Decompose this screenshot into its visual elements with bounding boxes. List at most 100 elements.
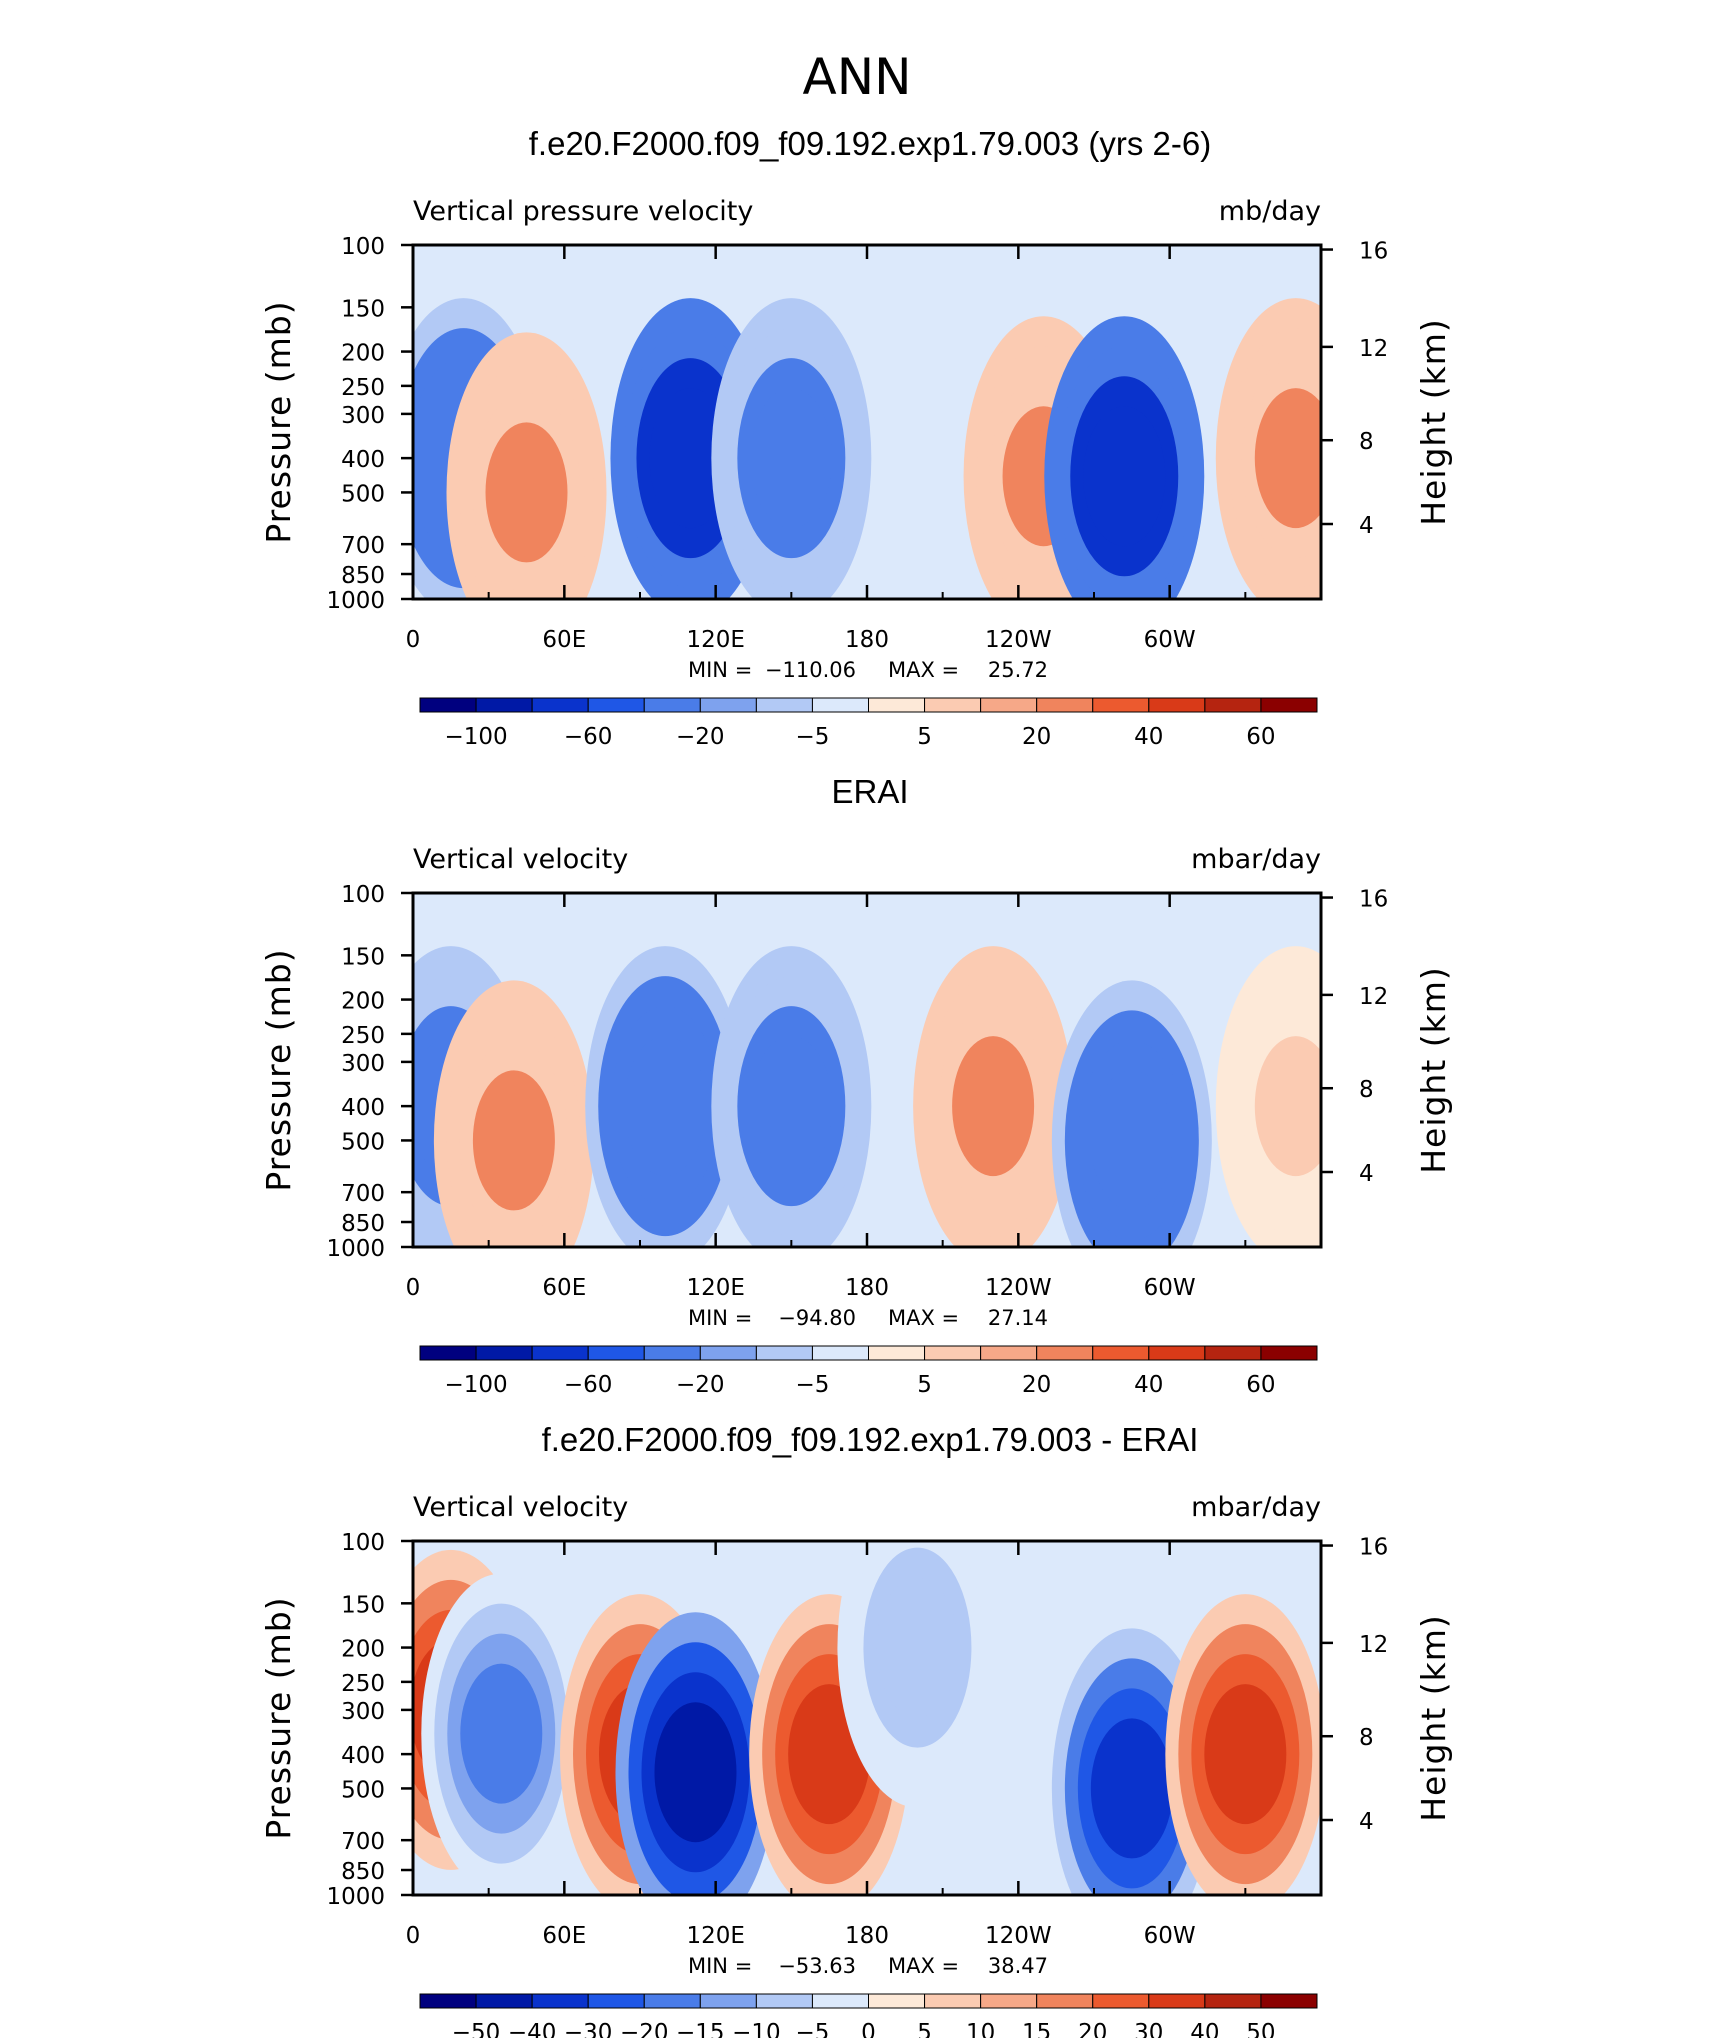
contour-field — [413, 1541, 1321, 1895]
colorbar-label: −30 — [564, 2020, 613, 2038]
colorbar-box — [980, 697, 1038, 713]
max-value: 27.14 — [988, 1306, 1048, 1330]
y-tick-label: 200 — [341, 341, 385, 367]
colorbar-box — [755, 1345, 813, 1361]
colorbar-box — [924, 697, 982, 713]
contour-field — [413, 893, 1321, 1247]
colorbar-label: −15 — [676, 2020, 725, 2038]
x-tick-label: 120W — [985, 627, 1052, 653]
max-label: MAX = — [888, 1306, 959, 1330]
x-tick-label: 0 — [406, 1923, 421, 1949]
y-tick-label: 200 — [341, 1637, 385, 1663]
colorbar-box — [531, 697, 589, 713]
y-tick-label: 150 — [341, 296, 385, 322]
min-value: −94.80 — [778, 1306, 856, 1330]
colorbar-label: −5 — [795, 2020, 829, 2038]
colorbar-box — [755, 1993, 813, 2009]
contour-feature-4-level-4 — [750, 1036, 833, 1177]
y-tick-label: 150 — [341, 1592, 385, 1618]
colorbar-label: 5 — [917, 1372, 932, 1398]
y-tick-label: 300 — [341, 1051, 385, 1077]
right-tick-label: 16 — [1359, 1535, 1388, 1561]
colorbar-label: 40 — [1190, 2020, 1219, 2038]
y-tick-label: 100 — [341, 882, 385, 908]
colorbar-label: 20 — [1022, 724, 1051, 750]
x-tick-label: 60E — [542, 1923, 586, 1949]
panel-subtitle-left: Vertical pressure velocity — [413, 196, 753, 227]
colorbar-label: −20 — [676, 1372, 725, 1398]
right-tick-label: 4 — [1359, 513, 1374, 539]
contour-feature-6-level-4 — [1090, 1070, 1173, 1211]
contour-feature-3-level-4 — [649, 388, 732, 529]
contour-feature-4-level-4 — [750, 388, 833, 529]
y-tick-label: 100 — [341, 234, 385, 260]
colorbar-label: 40 — [1134, 1372, 1163, 1398]
colorbar-box — [531, 1993, 589, 2009]
colorbar-box — [419, 697, 477, 713]
y-tick-label: 100 — [341, 1530, 385, 1556]
right-tick-label: 8 — [1359, 1725, 1374, 1751]
colorbar-label: −60 — [564, 1372, 613, 1398]
contour-feature-8-level-4 — [1204, 1684, 1287, 1825]
colorbar-box — [868, 1993, 926, 2009]
colorbar-box — [1036, 697, 1094, 713]
panel-subtitle-right: mbar/day — [1191, 1492, 1321, 1523]
x-tick-label: 0 — [406, 627, 421, 653]
colorbar-box — [643, 1345, 701, 1361]
colorbar: −100 −60 −20 −5 5 20 40 60 — [419, 697, 1318, 750]
y-tick-label: 400 — [341, 447, 385, 473]
y-tick-label: 1000 — [326, 1884, 385, 1910]
contour-feature-2-level-4 — [472, 1070, 555, 1211]
panel-subtitle-left: Vertical velocity — [413, 844, 628, 875]
colorbar-label: 30 — [1134, 2020, 1163, 2038]
colorbar-label: 20 — [1078, 2020, 1107, 2038]
x-tick-label: 60W — [1144, 627, 1196, 653]
right-tick-label: 8 — [1359, 429, 1374, 455]
colorbar-label: −60 — [564, 724, 613, 750]
x-tick-label: 120E — [686, 1275, 744, 1301]
colorbar-label: 0 — [861, 2020, 876, 2038]
colorbar-box — [1260, 1345, 1318, 1361]
colorbar-box — [531, 1345, 589, 1361]
colorbar-box — [587, 697, 645, 713]
x-tick-label: 60W — [1144, 1275, 1196, 1301]
y-tick-label: 700 — [341, 1181, 385, 1207]
colorbar-label: −100 — [444, 724, 507, 750]
y-tick-label: 700 — [341, 533, 385, 559]
colorbar-box — [1148, 1345, 1206, 1361]
colorbar-box — [1148, 697, 1206, 713]
y-tick-label: 850 — [341, 1211, 385, 1237]
colorbar-box — [1204, 1345, 1262, 1361]
right-tick-label: 16 — [1359, 239, 1388, 265]
colorbar-box — [587, 1345, 645, 1361]
x-tick-label: 180 — [845, 627, 889, 653]
right-tick-label: 4 — [1359, 1809, 1374, 1835]
x-tick-label: 60E — [542, 627, 586, 653]
colorbar-box — [980, 1993, 1038, 2009]
contour-feature-2-level-4 — [460, 1663, 543, 1804]
colorbar-label: −40 — [508, 2020, 557, 2038]
x-tick-label: 180 — [845, 1275, 889, 1301]
colorbar-box — [699, 1345, 757, 1361]
colorbar-label: 5 — [917, 724, 932, 750]
colorbar-box — [1260, 697, 1318, 713]
contour-feature-7-level-4 — [1090, 1718, 1173, 1859]
colorbar-box — [811, 1345, 869, 1361]
colorbar-label: 60 — [1246, 724, 1275, 750]
colorbar-label: −5 — [795, 1372, 829, 1398]
colorbar-box — [811, 1993, 869, 2009]
colorbar-box — [1204, 697, 1262, 713]
y-tick-label: 150 — [341, 944, 385, 970]
x-tick-label: 120E — [686, 1923, 744, 1949]
panel-title: ERAI — [831, 773, 908, 810]
colorbar-box — [1260, 1993, 1318, 2009]
colorbar-box — [1092, 1345, 1150, 1361]
max-value: 25.72 — [988, 658, 1048, 682]
colorbar-box — [475, 697, 533, 713]
right-tick-label: 8 — [1359, 1077, 1374, 1103]
contour-feature-4-level-4 — [654, 1702, 737, 1843]
colorbar-box — [419, 1993, 477, 2009]
colorbar-box — [811, 697, 869, 713]
right-axis-title: Height (km) — [1414, 966, 1453, 1174]
y-tick-label: 700 — [341, 1829, 385, 1855]
